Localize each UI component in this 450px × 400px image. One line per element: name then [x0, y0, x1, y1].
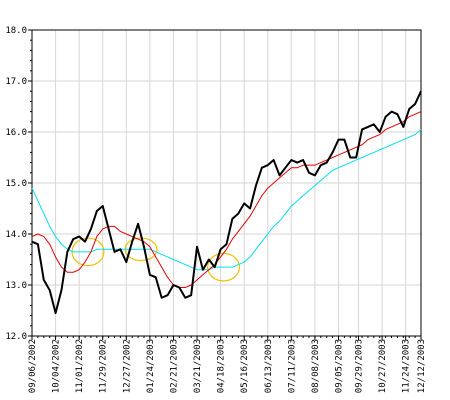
grid — [31, 29, 422, 337]
x-tick-label: 04/18/2003 — [217, 339, 227, 393]
x-tick-label: 01/24/2003 — [146, 339, 156, 393]
x-tick-label: 12/27/2002 — [122, 339, 132, 393]
y-tick-label: 15.0 — [5, 179, 27, 189]
annotations — [71, 237, 241, 282]
x-tick-label: 11/29/2002 — [99, 339, 109, 393]
y-tick-label: 13.0 — [5, 281, 27, 291]
short-average-line — [31, 111, 422, 289]
x-tick-label: 07/11/2003 — [287, 339, 297, 393]
x-tick-label: 09/06/2002 — [28, 339, 38, 393]
x-tick-label: 11/01/2002 — [75, 339, 85, 393]
series-lines — [31, 90, 422, 315]
x-tick-label: 11/24/2003 — [402, 339, 412, 393]
x-tick-label: 02/21/2003 — [169, 339, 179, 393]
x-tick-label: 09/05/2003 — [334, 339, 344, 393]
y-tick-label: 18.0 — [5, 26, 27, 36]
price-line — [31, 90, 422, 315]
x-axis: 09/06/2002 10/04/2002 11/01/2002 11/29/2002… — [28, 336, 427, 393]
y-tick-label: 14.0 — [5, 230, 27, 240]
x-tick-label: 05/16/2003 — [240, 339, 250, 393]
x-tick-label: 10/04/2002 — [52, 339, 62, 393]
x-tick-label: 06/13/2003 — [264, 339, 274, 393]
y-tick-label: 12.0 — [5, 332, 27, 342]
y-tick-label: 17.0 — [5, 77, 27, 87]
x-tick-label: 12/12/2003 — [417, 339, 427, 393]
x-tick-label: 10/27/2003 — [378, 339, 388, 393]
x-tick-label: 08/08/2003 — [311, 339, 321, 393]
y-tick-label: 16.0 — [5, 128, 27, 138]
x-tick-label: 03/21/2003 — [193, 339, 203, 393]
y-axis: 12.0 13.0 14.0 15.0 16.0 17.0 18.0 — [5, 26, 32, 342]
long-average-line — [31, 129, 422, 271]
x-tick-label: 09/29/2003 — [355, 339, 365, 393]
